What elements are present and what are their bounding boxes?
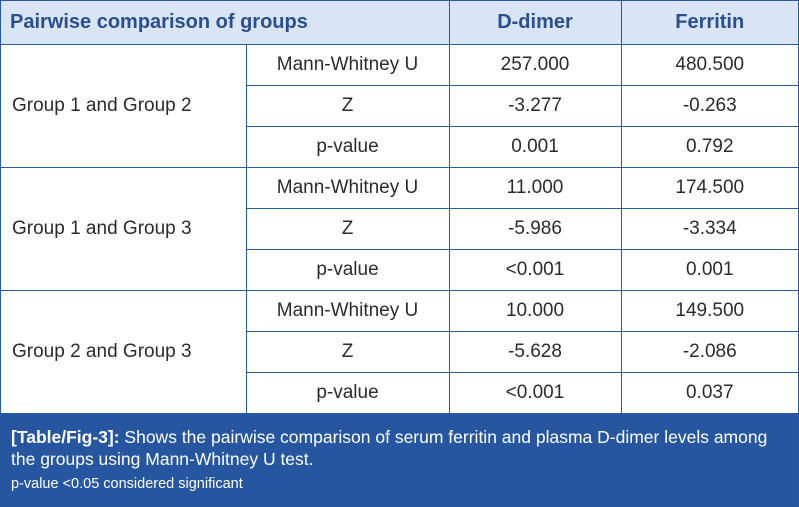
caption-label: [Table/Fig-3]: bbox=[11, 427, 120, 447]
group-label: Group 1 and Group 3 bbox=[1, 167, 247, 291]
d-dimer-value: 257.000 bbox=[448, 44, 622, 86]
table-row: p-value 0.001 0.792 bbox=[1, 126, 798, 168]
ferritin-value: 480.500 bbox=[620, 44, 798, 86]
stat-label: p-value bbox=[245, 372, 450, 414]
ferritin-value: 0.001 bbox=[620, 249, 798, 291]
d-dimer-value: <0.001 bbox=[448, 249, 622, 291]
table-row: Group 1 and Group 2 Mann-Whitney U 257.0… bbox=[1, 44, 798, 168]
d-dimer-value: -3.277 bbox=[448, 85, 622, 127]
table-row: Group 2 and Group 3 Mann-Whitney U 10.00… bbox=[1, 290, 798, 414]
header-ferritin: Ferritin bbox=[620, 1, 798, 45]
header-comparison: Pairwise comparison of groups bbox=[1, 1, 450, 45]
caption-text: Shows the pairwise comparison of serum f… bbox=[11, 427, 768, 469]
d-dimer-value: 0.001 bbox=[448, 126, 622, 168]
ferritin-value: -0.263 bbox=[620, 85, 798, 127]
table-row: p-value <0.001 0.001 bbox=[1, 249, 798, 291]
stat-label: Mann-Whitney U bbox=[245, 44, 450, 86]
ferritin-value: -3.334 bbox=[620, 208, 798, 250]
ferritin-value: 149.500 bbox=[620, 290, 798, 332]
stat-label: p-value bbox=[245, 126, 450, 168]
group-label: Group 2 and Group 3 bbox=[1, 290, 247, 414]
table-row: Z -5.986 -3.334 bbox=[1, 208, 798, 250]
group-label: Group 1 and Group 2 bbox=[1, 44, 247, 168]
stat-label: Z bbox=[245, 208, 450, 250]
ferritin-value: -2.086 bbox=[620, 331, 798, 373]
d-dimer-value: -5.986 bbox=[448, 208, 622, 250]
caption-text-block: [Table/Fig-3]: Shows the pairwise compar… bbox=[11, 426, 788, 470]
stat-label: p-value bbox=[245, 249, 450, 291]
d-dimer-value: 11.000 bbox=[448, 167, 622, 209]
stat-label: Mann-Whitney U bbox=[245, 290, 450, 332]
ferritin-value: 0.037 bbox=[620, 372, 798, 414]
figure-caption: [Table/Fig-3]: Shows the pairwise compar… bbox=[1, 414, 798, 506]
comparison-table: Pairwise comparison of groups D-dimer Fe… bbox=[1, 1, 798, 414]
header-d-dimer: D-dimer bbox=[448, 1, 622, 45]
table-row: Group 1 and Group 3 Mann-Whitney U 11.00… bbox=[1, 167, 798, 291]
d-dimer-value: 10.000 bbox=[448, 290, 622, 332]
stat-label: Z bbox=[245, 85, 450, 127]
ferritin-value: 0.792 bbox=[620, 126, 798, 168]
table-row: p-value <0.001 0.037 bbox=[1, 372, 798, 414]
table-row: Z -5.628 -2.086 bbox=[1, 331, 798, 373]
d-dimer-value: <0.001 bbox=[448, 372, 622, 414]
caption-note: p-value <0.05 considered significant bbox=[11, 476, 243, 492]
stat-label: Z bbox=[245, 331, 450, 373]
stat-label: Mann-Whitney U bbox=[245, 167, 450, 209]
d-dimer-value: -5.628 bbox=[448, 331, 622, 373]
table-header-row: Pairwise comparison of groups D-dimer Fe… bbox=[1, 1, 798, 45]
ferritin-value: 174.500 bbox=[620, 167, 798, 209]
